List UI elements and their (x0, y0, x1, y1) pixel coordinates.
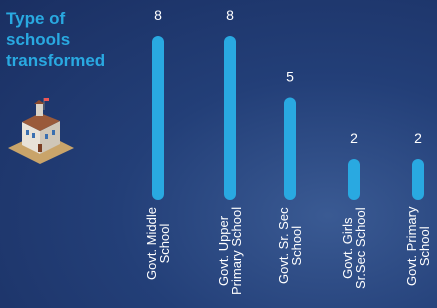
value-label: 8 (226, 7, 234, 23)
infographic: 8 8 5 2 2 Type of schools transformed Govt. … (0, 0, 437, 308)
category-label: Govt. Middle School (145, 207, 171, 280)
bar (152, 36, 164, 200)
bar (348, 159, 360, 200)
category-label: Govt. Upper Primary School (217, 207, 243, 295)
bar (412, 159, 424, 200)
bar (284, 98, 296, 201)
chart-title: Type of schools transformed (6, 8, 105, 71)
category-label: Govt. Girls Sr.Sec School (341, 207, 367, 289)
value-label: 2 (350, 130, 358, 146)
bar (224, 36, 236, 200)
value-label: 8 (154, 7, 162, 23)
category-label: Govt. Sr. Sec School (277, 207, 303, 284)
value-label: 5 (286, 69, 294, 85)
school-icon (8, 98, 74, 164)
category-label: Govt. Primary School (405, 207, 431, 286)
value-label: 2 (414, 130, 422, 146)
